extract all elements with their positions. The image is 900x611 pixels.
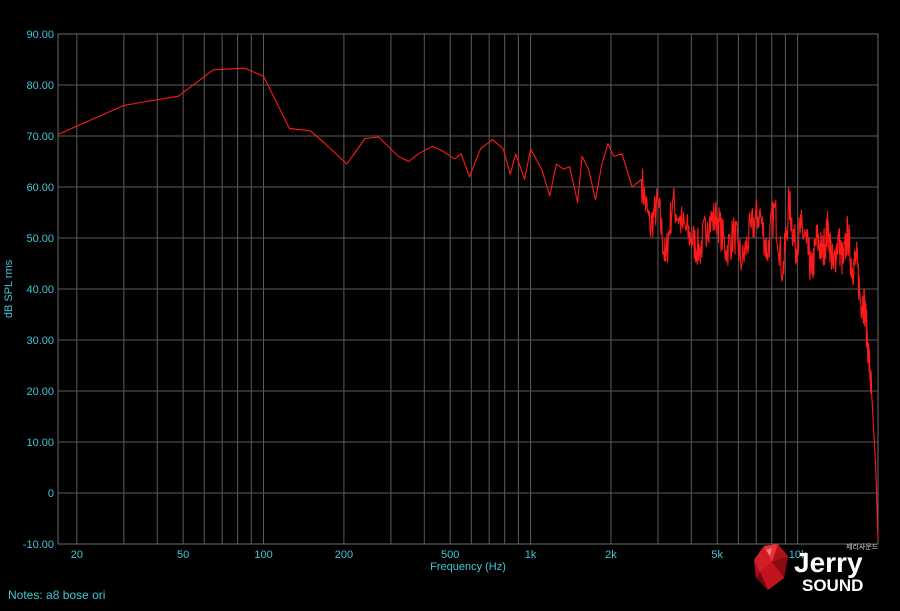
y-tick-label: 60.00 [26, 182, 54, 194]
y-tick-label: 70.00 [26, 131, 54, 143]
x-tick-label: 2k [605, 549, 617, 561]
y-tick-label: 80.00 [26, 80, 54, 92]
x-tick-label: 500 [441, 549, 459, 561]
y-axis-tick-labels: -10.00 0 10.00 20.00 30.00 40.00 50.00 60.00 70.… [23, 29, 54, 551]
y-tick-label: 40.00 [26, 284, 54, 296]
y-tick-label: 90.00 [26, 29, 54, 41]
x-tick-label: 50 [177, 549, 189, 561]
x-axis-title: Frequency (Hz) [430, 561, 506, 573]
y-tick-label: 10.00 [26, 437, 54, 449]
x-tick-label: 100 [254, 549, 272, 561]
y-tick-label: 50.00 [26, 233, 54, 245]
y-tick-label: -10.00 [23, 539, 54, 551]
logo-korean-text: 제리사운드 [846, 542, 879, 551]
logo-sub: SOUND [802, 576, 863, 595]
notes-text: a8 bose ori [46, 588, 106, 602]
ruby-gem-icon [754, 544, 788, 590]
y-tick-label: 0 [48, 488, 54, 500]
y-axis-title: dB SPL rms [3, 259, 15, 318]
x-tick-label: 20 [71, 549, 83, 561]
y-tick-label: 20.00 [26, 386, 54, 398]
logo-name: Jerry [794, 547, 863, 578]
notes: Notes: a8 bose ori [8, 588, 105, 602]
series-layer [57, 67, 879, 539]
grid-lines [58, 33, 879, 545]
jerry-sound-logo: 제리사운드 Jerry SOUND [754, 542, 879, 595]
x-tick-label: 200 [335, 549, 353, 561]
series-line [57, 67, 879, 539]
x-tick-label: 1k [525, 549, 537, 561]
plot-frame [57, 33, 879, 545]
x-axis-tick-labels: 20 50 100 200 500 1k 2k 5k 10k [71, 549, 807, 561]
x-tick-label: 10k [789, 549, 807, 561]
x-tick-label: 5k [711, 549, 723, 561]
notes-label: Notes: [8, 588, 43, 602]
y-tick-label: 30.00 [26, 335, 54, 347]
